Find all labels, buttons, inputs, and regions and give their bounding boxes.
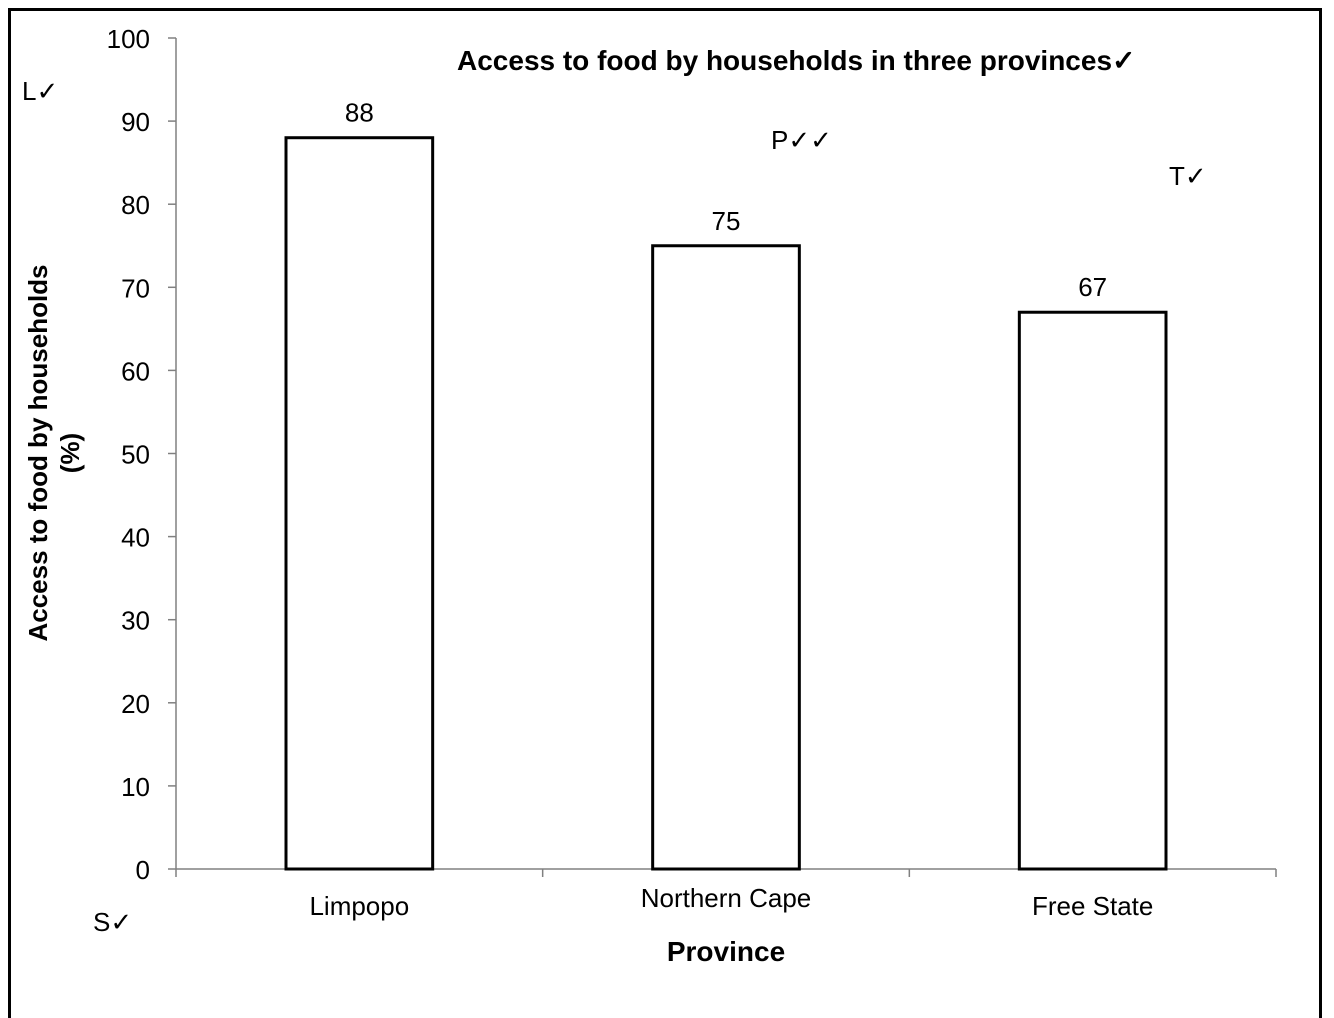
y-tick-label: 10 [121, 772, 150, 802]
y-axis-title-line-1: Access to food by households [23, 264, 53, 641]
data-label: 88 [345, 98, 374, 128]
y-tick-label: 20 [121, 689, 150, 719]
bar [284, 136, 435, 871]
annotation-l: L✓ [22, 76, 58, 106]
bar [651, 244, 801, 871]
data-label: 75 [712, 206, 741, 236]
data-label: 67 [1078, 272, 1107, 302]
x-tick-label: Limpopo [309, 891, 409, 921]
y-tick-label: 90 [121, 107, 150, 137]
y-axis-title: Access to food by households (%) [23, 264, 85, 641]
bars [284, 136, 1168, 871]
labels: 88 Limpopo 75 Northern Cape 67 Free State [309, 98, 1153, 921]
y-tick-label: 70 [121, 273, 150, 303]
chart-frame [8, 8, 1322, 1018]
annotation-s: S✓ [93, 907, 132, 937]
y-tick-label: 30 [121, 606, 150, 636]
x-tick-label: Free State [1032, 891, 1153, 921]
y-tick-label: 100 [107, 24, 150, 54]
y-tick-label: 60 [121, 356, 150, 386]
annotation-t: T✓ [1169, 161, 1207, 191]
y-tick-label: 50 [121, 440, 150, 470]
x-axis-title: Province [667, 936, 785, 967]
y-tick-label: 40 [121, 523, 150, 553]
bar [1017, 310, 1168, 871]
chart-title: Access to food by households in three pr… [457, 45, 1135, 76]
y-tick-label: 80 [121, 190, 150, 220]
y-axis-title-line-2: (%) [55, 433, 85, 473]
x-tick-label: Northern Cape [641, 883, 812, 913]
y-tick-label: 0 [136, 855, 150, 885]
annotation-p: P✓✓ [771, 125, 832, 155]
